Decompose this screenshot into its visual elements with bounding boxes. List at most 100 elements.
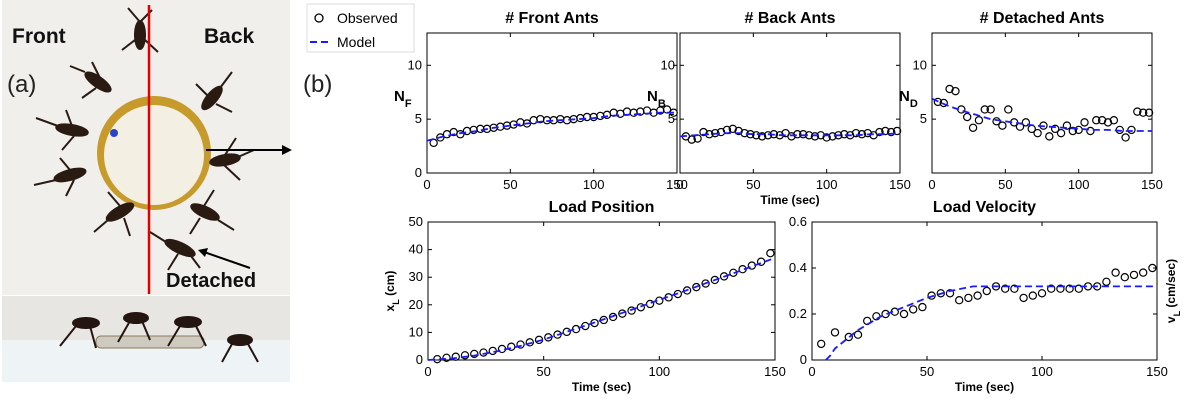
ant: [35, 109, 89, 151]
x-tick-label: 50: [920, 364, 934, 379]
observed-point: [1127, 125, 1136, 135]
detached-arrow: [203, 251, 251, 269]
observed-point: [851, 128, 861, 138]
observed-point: [1056, 128, 1066, 138]
observed-point: [963, 112, 972, 122]
observed-point: [875, 127, 884, 137]
observed-point: [853, 330, 863, 339]
y-tick-label: 5: [920, 111, 927, 126]
observed-point: [1102, 277, 1111, 286]
legend-observed-marker: [314, 13, 324, 23]
observed-point: [945, 289, 955, 298]
y-tick-label: 20: [409, 297, 423, 312]
ant: [209, 137, 255, 181]
observed-point: [701, 279, 710, 288]
x-tick-label: 100: [583, 177, 605, 192]
x-tick-label: 100: [816, 177, 838, 192]
observed-point: [881, 309, 890, 319]
observed-point: [1080, 118, 1089, 127]
observed-point: [998, 121, 1007, 130]
observed-point: [1074, 284, 1084, 293]
observed-point: [945, 84, 954, 94]
chart-title: # Front Ants: [505, 10, 599, 27]
ant: [69, 61, 112, 99]
y-tick-label: 30: [409, 269, 423, 284]
x-axis-label: Time (sec): [572, 380, 631, 394]
observed-point: [817, 339, 826, 349]
x-tick-label: 0: [424, 364, 431, 379]
y-tick-label: 50: [409, 214, 423, 229]
model-line: [426, 111, 677, 142]
x-tick-label: 100: [1031, 364, 1053, 379]
chart-title: # Detached Ants: [980, 10, 1105, 27]
plot-area: [811, 221, 1158, 361]
y-tick-label: 0.4: [789, 260, 807, 275]
x-tick-label: 50: [536, 364, 550, 379]
observed-point: [1045, 132, 1054, 141]
x-tick-label: 50: [503, 177, 517, 192]
plot-area: [427, 221, 776, 361]
label-back: Back: [204, 25, 255, 48]
x-tick-label: 150: [1141, 177, 1163, 192]
legend-model-label: Model: [337, 34, 375, 50]
observed-point: [844, 332, 854, 342]
y-tick-label: 0: [800, 352, 807, 367]
observed-point: [1001, 284, 1010, 293]
observed-point: [766, 248, 775, 258]
y-axis-label: NB: [647, 88, 666, 110]
observed-point: [682, 286, 692, 295]
observed-point: [887, 127, 896, 137]
observed-point: [710, 275, 720, 285]
x-axis-label: Time (sec): [760, 193, 819, 207]
photo-panel-a: Front Back (a) Detached: [2, 0, 292, 382]
observed-point: [973, 291, 982, 300]
observed-point: [1144, 108, 1154, 117]
observed-point: [955, 296, 964, 305]
ant: [149, 231, 201, 271]
chart-detached-ants: 0 50 100 150 5 10 # Detached Ants ND: [899, 10, 1163, 192]
observed-point: [470, 349, 479, 359]
chart-title: Load Velocity: [933, 199, 1036, 216]
chart-title: Load Position: [549, 199, 655, 216]
detached-arrowhead: [198, 248, 208, 257]
observed-point: [699, 127, 708, 137]
observed-point: [863, 128, 872, 138]
observed-point: [1129, 270, 1139, 280]
observed-point: [1086, 126, 1095, 136]
observed-point: [933, 97, 943, 107]
label-detached: Detached: [166, 270, 256, 292]
observed-point: [1004, 105, 1013, 114]
y-tick-label: 0.6: [789, 214, 807, 229]
observed-point: [974, 116, 984, 125]
chart-back-ants: 0 50 100 150 5 10 # Back Ants Time (sec) NB: [647, 10, 911, 207]
model-line: [931, 97, 1152, 132]
observed-point: [793, 130, 802, 139]
observed-point: [1092, 116, 1101, 125]
observed-point: [828, 132, 837, 141]
observed-point: [562, 327, 572, 337]
label-front: Front: [12, 25, 66, 48]
model-line: [825, 285, 1157, 361]
observed-point: [1148, 263, 1157, 273]
observed-point: [436, 133, 445, 142]
y-tick-label: 10: [913, 57, 927, 72]
load-disk-face: [104, 105, 204, 205]
legend-box: [306, 3, 415, 53]
x-tick-label: 0: [928, 177, 935, 192]
direction-arrowhead: [282, 145, 292, 155]
observed-point: [1062, 121, 1072, 130]
observed-point: [525, 338, 534, 347]
observed-point: [516, 340, 525, 349]
ant: [121, 7, 159, 53]
observed-point: [810, 132, 820, 141]
x-tick-label: 150: [666, 177, 688, 192]
observed-point: [752, 131, 761, 140]
observed-point: [1138, 108, 1148, 117]
observed-point: [1138, 268, 1148, 277]
observed-point: [939, 98, 948, 108]
observed-point: [719, 272, 729, 281]
observed-point: [627, 306, 636, 315]
ant: [195, 71, 233, 113]
